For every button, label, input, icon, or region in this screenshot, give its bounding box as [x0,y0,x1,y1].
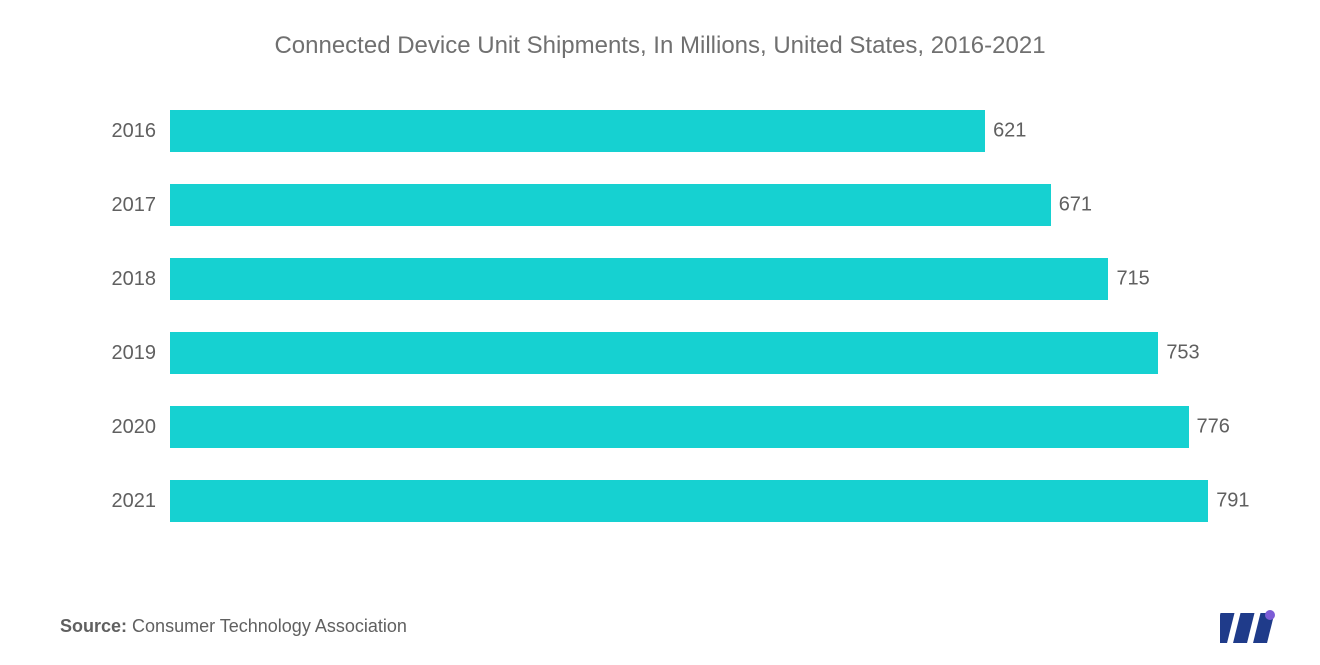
bar [170,332,1158,374]
value-label: 753 [1166,342,1199,365]
category-label: 2018 [100,268,170,291]
chart-container: Connected Device Unit Shipments, In Mill… [0,0,1320,665]
source-label: Source: [60,616,127,636]
source-footer: Source: Consumer Technology Association [60,616,407,637]
bar-track: 715 [170,258,1220,300]
bar-row: 2017 671 [100,184,1220,226]
brand-logo-icon [1220,607,1280,643]
category-label: 2020 [100,416,170,439]
bar-row: 2019 753 [100,332,1220,374]
bar-track: 776 [170,406,1220,448]
value-label: 715 [1116,268,1149,291]
bar-chart: 2016 621 2017 671 2018 715 2019 753 [40,110,1280,522]
source-text: Consumer Technology Association [132,616,407,636]
bar-track: 753 [170,332,1220,374]
bar [170,110,985,152]
chart-title: Connected Device Unit Shipments, In Mill… [40,32,1280,60]
bar-row: 2020 776 [100,406,1220,448]
value-label: 621 [993,120,1026,143]
category-label: 2016 [100,120,170,143]
bar-track: 671 [170,184,1220,226]
bar [170,258,1108,300]
bar [170,406,1189,448]
bar-row: 2021 791 [100,480,1220,522]
category-label: 2017 [100,194,170,217]
bar-track: 791 [170,480,1220,522]
category-label: 2019 [100,342,170,365]
bar [170,184,1051,226]
bar-row: 2016 621 [100,110,1220,152]
value-label: 776 [1197,416,1230,439]
bar [170,480,1208,522]
value-label: 791 [1216,490,1249,513]
bar-row: 2018 715 [100,258,1220,300]
bar-track: 621 [170,110,1220,152]
category-label: 2021 [100,490,170,513]
value-label: 671 [1059,194,1092,217]
